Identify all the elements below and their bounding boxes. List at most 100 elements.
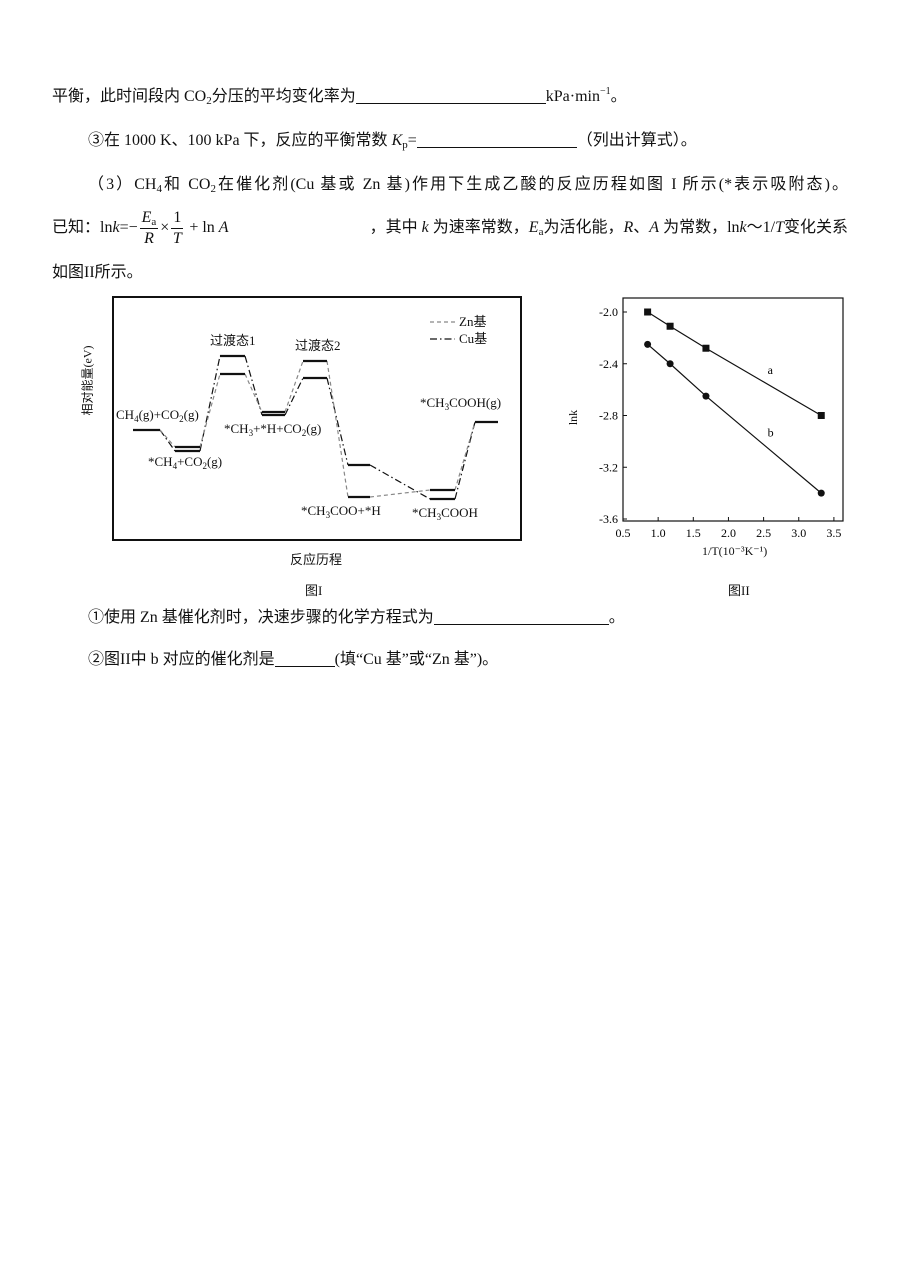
superscript: −1 [599,86,611,97]
energy-levels [133,354,498,501]
label-coo: *CH3COO+*H [301,503,381,520]
text-segment: *CH [148,454,173,469]
text-segment: 分压的平均变化率为 [211,88,356,105]
text-segment: 为活化能， [543,219,624,236]
fraction-1-over-t: 1 T [171,208,184,249]
label-ts2: 过渡态2 [295,339,341,353]
subscript: p [402,139,408,151]
subscript: 2 [301,428,307,438]
lnk-vs-inverse-t-plot: 0.5 1.0 1.5 2.0 2.5 3.0 3.5 -2.0 -2.4 -2.8 -3.2 -3.… [599,297,844,540]
label-ts1: 过渡态1 [210,334,256,348]
text-segment: 、 [633,219,650,236]
text-segment: *CH [420,395,445,410]
formula-a: a [151,215,157,228]
italic-variable: k [421,219,429,236]
data-point-b [702,392,710,400]
subscript: 4 [172,461,178,471]
fraction-ea-over-r: Ea R [139,208,159,249]
text-segment: 如图II所示。 [52,264,143,281]
y-tick-label: -2.4 [599,357,618,371]
x-tick-label: 2.0 [721,526,736,540]
legend-cu-label: Cu基 [459,331,488,346]
text-segment: ，其中 [369,219,422,236]
text-segment: ③在 1000 K、100 kPa 下，反应的平衡常数 [88,132,392,149]
data-point-a [702,344,710,352]
text-segment: 在催化剂(Cu 基或 Zn 基)作用下生成乙酸的反应历程如图 I 所示(*表示吸… [215,176,848,193]
y-tick-label: -3.2 [599,460,618,474]
text-segment: 。 [610,88,627,105]
diagram-frame [112,296,522,541]
question-line-1: 平衡，此时间段内 CO2分压的平均变化率为 kPa·min−1。 [52,87,627,107]
question-line-3: （3）CH4和 CO2在催化剂(Cu 基或 Zn 基)作用下生成乙酸的反应历程如… [52,175,848,195]
figure-1-ylabel: 相对能量(eV) [80,345,95,416]
text-segment: kPa·min [545,88,600,105]
x-tick-label: 1.5 [686,526,701,540]
label-final: *CH3COOH(g) [420,395,501,412]
x-tick-label: 2.5 [756,526,771,540]
italic-variable: E [528,219,539,236]
x-tick-label: 3.5 [826,526,841,540]
label-ads: *CH4+CO2(g) [148,454,223,471]
question-line-4-rest: ，其中 k 为速率常数，Ea为活化能，R、A 为常数，lnk～1/T变化关系 [370,218,848,238]
text-segment: 为速率常数， [428,219,529,236]
subscript: 3 [325,510,331,520]
zn-path [159,360,476,498]
text-segment: 变化关系 [783,219,848,236]
formula-prefix: 已知： [52,219,101,236]
answer-blank [416,131,577,148]
question-line-6: ①使用 Zn 基催化剂时，决速步骤的化学方程式为 。 [88,608,625,628]
data-point-b [666,360,674,368]
subscript: 2 [202,461,207,471]
italic-variable: R [623,219,634,236]
data-point-b [817,489,825,497]
question-line-2: ③在 1000 K、100 kPa 下，反应的平衡常数 Kp= （列出计算式）。 [88,131,697,151]
text-segment: 过渡态2 [295,338,341,353]
text-segment: ①使用 Zn 基催化剂时，决速步骤的化学方程式为 [88,609,434,626]
text-segment: 平衡，此时间段内 CO [52,88,207,105]
text-segment: 为常数，ln [659,219,740,236]
text-segment: *CH [412,505,437,520]
figure-2-caption: 图II [728,583,750,598]
formula-ln: ln [100,219,113,236]
label-mid: *CH3+*H+CO2(g) [224,421,321,438]
formula-times: × [160,219,170,236]
text-segment: +CO [177,454,203,469]
italic-variable: K [391,132,403,149]
data-point-b [644,340,652,348]
text-segment: ～1/ [746,219,776,236]
text-segment: *CH [301,503,326,518]
formula-A: A [218,219,229,236]
figure-1-xlabel: 反应历程 [290,552,343,567]
text-segment: *CH [224,421,249,436]
label-start: CH4(g)+CO2(g) [116,408,199,424]
subscript: 2 [206,95,212,107]
y-tick-label: -2.0 [599,305,618,319]
x-tick-label: 3.0 [791,526,806,540]
text-segment: 过渡态1 [210,333,256,348]
figure-2: 0.5 1.0 1.5 2.0 2.5 3.0 3.5 -2.0 -2.4 -2.8 -3.2 -3.… [560,290,860,610]
text-segment: +*H+CO [253,421,302,436]
formula-k: k [112,219,120,236]
ylabel-text: lnk [566,409,581,426]
legend-zn-label: Zn基 [459,314,487,329]
italic-variable: k [739,219,747,236]
x-tick-label: 0.5 [616,526,631,540]
subscript: 4 [134,414,139,424]
answer-blank [433,608,609,625]
subscript: 2 [210,183,216,195]
text-segment: (填“Cu 基”或“Zn 基”)。 [334,651,499,668]
energy-diagram [112,296,522,541]
subscript: a [538,226,544,238]
figure-1-caption: 图I [305,583,323,598]
formula: 已知： ln k =− Ea R × 1 T + ln A [52,208,229,249]
data-point-a [817,412,825,419]
series-line-a [647,311,822,417]
figure-1: Zn基 Cu基 过渡态1 过渡态2 CH4(g)+CO2(g) *CH4+CO2… [0,0,540,610]
series-label-b: b [768,426,774,440]
subscript: 3 [436,512,442,522]
text-segment: COO+*H [330,503,381,518]
formula-T: T [172,229,182,247]
text-segment: (g) [206,454,223,469]
text-segment: ②图II中 b 对应的催化剂是 [88,651,275,668]
text-segment: （列出计算式）。 [576,132,697,149]
